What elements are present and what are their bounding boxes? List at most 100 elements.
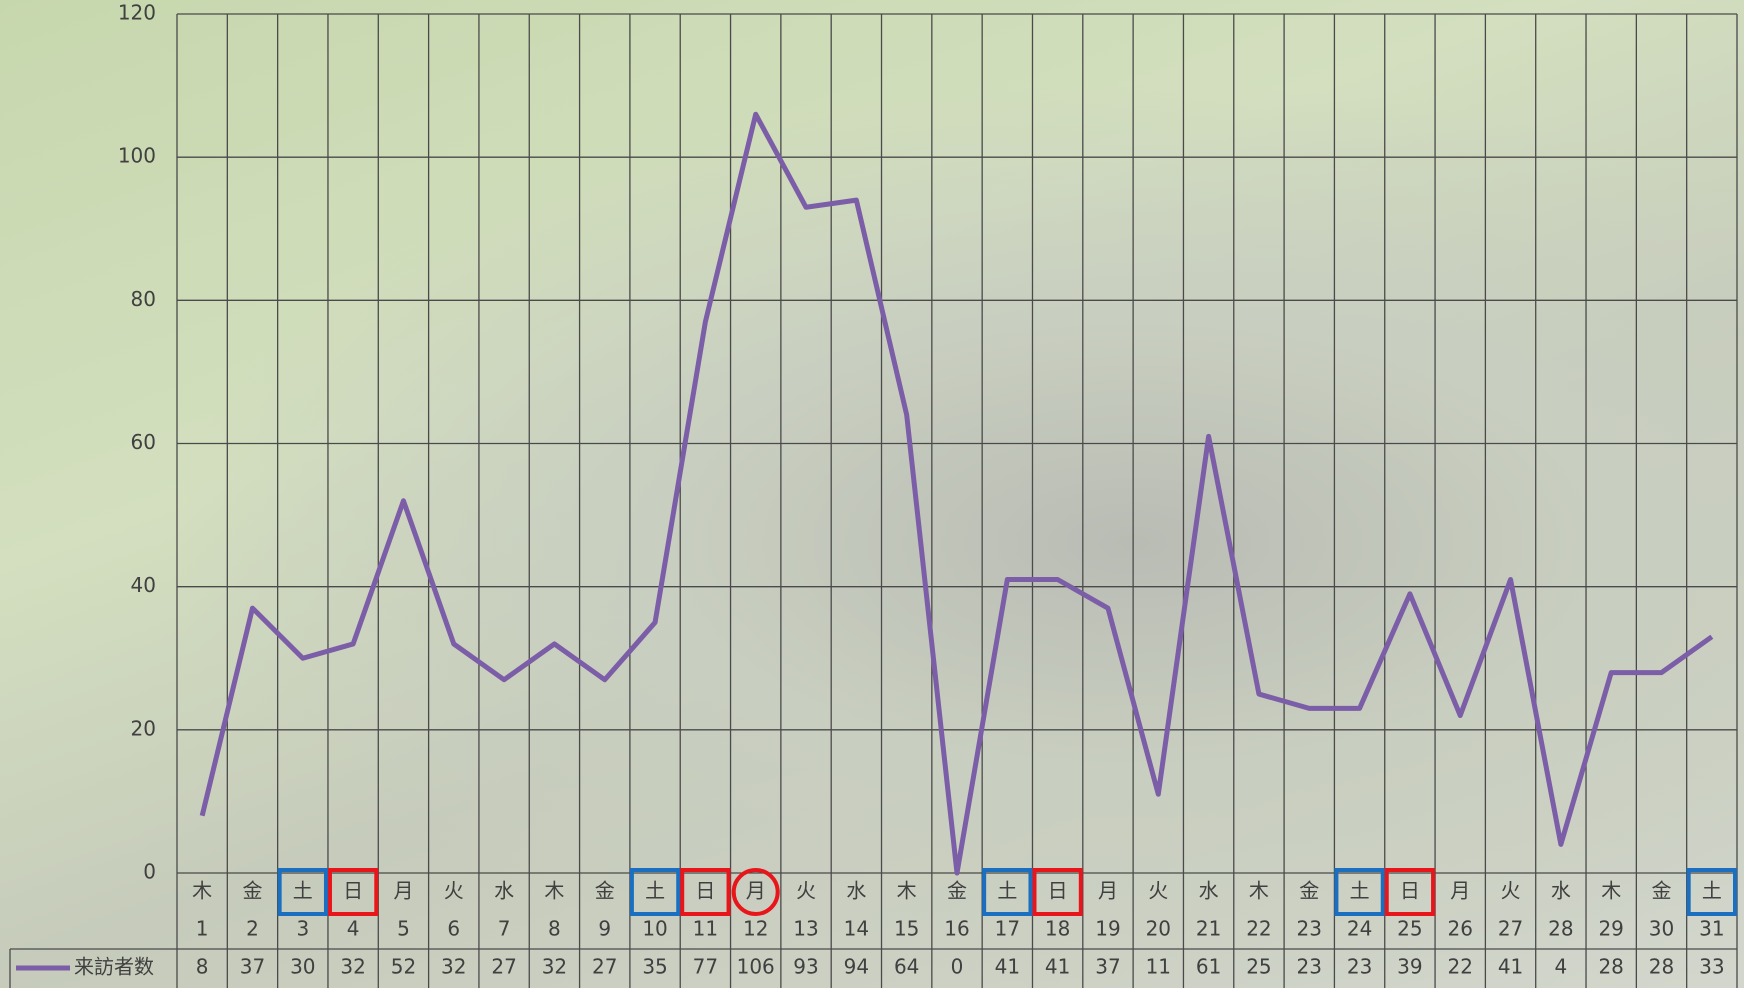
weekday-label: 金 [595, 879, 615, 903]
weekday-label: 金 [947, 879, 967, 903]
value-cell: 25 [1246, 955, 1271, 979]
weekday-label: 火 [1148, 879, 1168, 903]
value-cell: 32 [340, 955, 365, 979]
y-tick-label: 20 [131, 716, 156, 740]
value-cell: 28 [1598, 955, 1623, 979]
value-cell: 64 [894, 955, 919, 979]
weekend-frame [1032, 868, 1083, 916]
x-tick-label: 15 [894, 917, 919, 941]
value-cell: 94 [844, 955, 869, 979]
x-tick-label: 13 [793, 917, 818, 941]
value-cell: 27 [491, 955, 516, 979]
x-tick-label: 30 [1649, 917, 1674, 941]
value-cell: 41 [995, 955, 1020, 979]
value-cell: 32 [441, 955, 466, 979]
value-cell: 39 [1397, 955, 1422, 979]
value-cell: 22 [1447, 955, 1472, 979]
weekday-label: 金 [1652, 879, 1672, 903]
x-tick-label: 17 [995, 917, 1020, 941]
value-cell: 41 [1498, 955, 1523, 979]
x-tick-label: 16 [944, 917, 969, 941]
weekday-label: 月 [1450, 879, 1470, 903]
x-tick-label: 31 [1699, 917, 1724, 941]
value-cell: 52 [391, 955, 416, 979]
legend-label: 来訪者数 [74, 955, 154, 979]
x-tick-label: 18 [1045, 917, 1070, 941]
weekday-label: 火 [796, 879, 816, 903]
x-tick-label: 7 [498, 917, 511, 941]
weekday-label: 土 [645, 879, 665, 903]
x-tick-label: 22 [1246, 917, 1271, 941]
value-cell: 23 [1347, 955, 1372, 979]
weekday-label: 火 [444, 879, 464, 903]
y-tick-label: 60 [131, 430, 156, 454]
value-cell: 4 [1555, 955, 1568, 979]
weekday-label: 水 [494, 879, 514, 903]
weekend-frame [629, 868, 681, 916]
weekday-label: 水 [1551, 879, 1571, 903]
x-tick-label: 25 [1397, 917, 1422, 941]
value-cell: 32 [542, 955, 567, 979]
weekday-label: 水 [1199, 879, 1219, 903]
x-tick-label: 27 [1498, 917, 1523, 941]
weekday-label: 金 [1299, 879, 1319, 903]
weekday-label: 木 [1249, 879, 1269, 903]
weekday-label: 日 [343, 879, 363, 903]
x-tick-label: 8 [548, 917, 561, 941]
weekday-label: 金 [242, 879, 262, 903]
weekend-frame [277, 868, 328, 916]
weekday-label: 月 [1098, 879, 1118, 903]
series-line [199, 111, 1714, 876]
weekday-label: 木 [544, 879, 564, 903]
x-tick-label: 26 [1447, 917, 1472, 941]
value-cell: 37 [240, 955, 265, 979]
weekday-label: 火 [1501, 879, 1521, 903]
weekday-label: 土 [1702, 879, 1722, 903]
value-cell: 28 [1649, 955, 1674, 979]
weekend-frame [1334, 868, 1385, 916]
x-tick-label: 24 [1347, 917, 1372, 941]
x-tick-label: 19 [1095, 917, 1120, 941]
x-tick-label: 21 [1196, 917, 1221, 941]
weekday-label: 日 [695, 879, 715, 903]
weekday-label: 水 [846, 879, 866, 903]
x-tick-label: 12 [743, 917, 768, 941]
value-cell: 37 [1095, 955, 1120, 979]
weekend-frame [982, 868, 1033, 916]
weekday-label: 土 [293, 879, 313, 903]
value-cell: 27 [592, 955, 617, 979]
weekday-label: 木 [897, 879, 917, 903]
x-tick-label: 9 [598, 917, 611, 941]
x-tick-label: 14 [844, 917, 869, 941]
weekend-frame [680, 868, 731, 916]
value-cell: 0 [951, 955, 964, 979]
weekend-frame [327, 868, 379, 916]
x-tick-label: 23 [1297, 917, 1322, 941]
weekday-label: 月 [393, 879, 413, 903]
y-tick-label: 0 [143, 860, 156, 884]
weekday-label: 木 [192, 879, 212, 903]
value-cell: 30 [290, 955, 315, 979]
value-cell: 33 [1699, 955, 1724, 979]
x-tick-label: 3 [296, 917, 309, 941]
value-cell: 77 [693, 955, 718, 979]
weekday-label: 月 [746, 879, 766, 903]
value-cell: 8 [196, 955, 209, 979]
x-tick-label: 28 [1548, 917, 1573, 941]
y-tick-label: 120 [118, 1, 156, 25]
x-tick-label: 2 [246, 917, 259, 941]
x-tick-label: 10 [642, 917, 667, 941]
value-cell: 23 [1297, 955, 1322, 979]
x-tick-label: 29 [1598, 917, 1623, 941]
weekend-frame [1686, 868, 1737, 916]
weekday-label: 土 [997, 879, 1017, 903]
x-tick-label: 11 [693, 917, 718, 941]
x-tick-label: 1 [196, 917, 209, 941]
weekday-label: 日 [1400, 879, 1420, 903]
holiday-circle [731, 868, 780, 916]
value-cell: 61 [1196, 955, 1221, 979]
value-cell: 41 [1045, 955, 1070, 979]
weekday-label: 日 [1048, 879, 1068, 903]
